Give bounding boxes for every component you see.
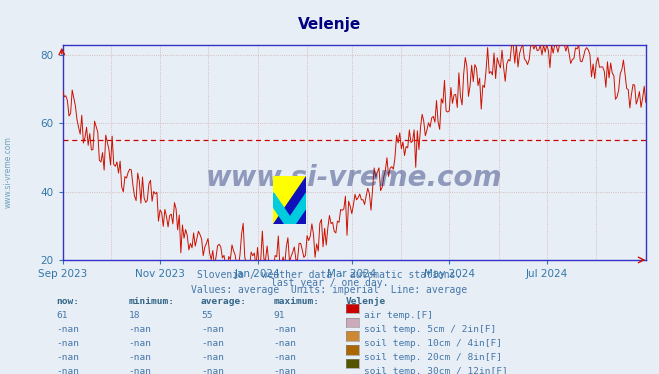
Text: -nan: -nan [56, 367, 79, 374]
Text: -nan: -nan [273, 339, 297, 348]
Text: last year / one day.: last year / one day. [271, 278, 388, 288]
Text: Velenje: Velenje [298, 17, 361, 32]
Text: -nan: -nan [129, 353, 152, 362]
Text: soil temp. 30cm / 12in[F]: soil temp. 30cm / 12in[F] [364, 367, 508, 374]
Text: Velenje: Velenje [346, 297, 386, 306]
Polygon shape [273, 176, 306, 224]
Text: -nan: -nan [201, 339, 224, 348]
Text: www.si-vreme.com: www.si-vreme.com [206, 164, 502, 192]
Text: -nan: -nan [56, 339, 79, 348]
Text: -nan: -nan [129, 367, 152, 374]
Text: -nan: -nan [201, 353, 224, 362]
Text: -nan: -nan [273, 325, 297, 334]
Text: -nan: -nan [56, 325, 79, 334]
Text: minimum:: minimum: [129, 297, 175, 306]
Text: soil temp. 10cm / 4in[F]: soil temp. 10cm / 4in[F] [364, 339, 502, 348]
Text: -nan: -nan [129, 325, 152, 334]
Text: soil temp. 20cm / 8in[F]: soil temp. 20cm / 8in[F] [364, 353, 502, 362]
Text: 55: 55 [201, 311, 212, 320]
Text: Values: average  Units: imperial  Line: average: Values: average Units: imperial Line: av… [191, 285, 468, 295]
Text: 91: 91 [273, 311, 285, 320]
Text: -nan: -nan [56, 353, 79, 362]
Text: average:: average: [201, 297, 247, 306]
Polygon shape [273, 176, 306, 224]
Text: -nan: -nan [129, 339, 152, 348]
Text: Slovenia / weather data - automatic stations.: Slovenia / weather data - automatic stat… [197, 270, 462, 280]
Text: 18: 18 [129, 311, 140, 320]
Text: soil temp. 5cm / 2in[F]: soil temp. 5cm / 2in[F] [364, 325, 497, 334]
Polygon shape [285, 193, 306, 224]
Text: -nan: -nan [273, 353, 297, 362]
Text: -nan: -nan [201, 325, 224, 334]
Text: air temp.[F]: air temp.[F] [364, 311, 434, 320]
Text: maximum:: maximum: [273, 297, 320, 306]
Text: now:: now: [56, 297, 79, 306]
Text: www.si-vreme.com: www.si-vreme.com [3, 136, 13, 208]
Polygon shape [273, 193, 295, 224]
Text: -nan: -nan [273, 367, 297, 374]
Text: -nan: -nan [201, 367, 224, 374]
Text: 61: 61 [56, 311, 67, 320]
